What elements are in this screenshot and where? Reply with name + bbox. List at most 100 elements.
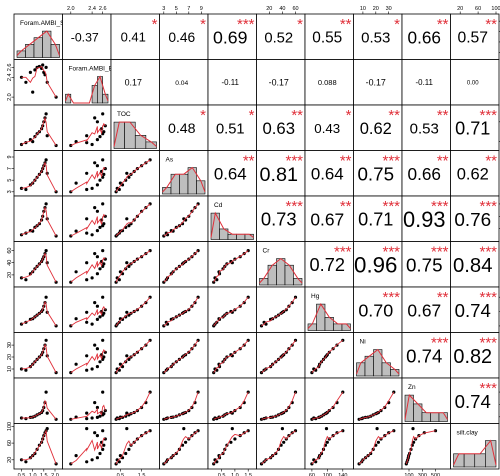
panel-Foram.AMBI_SA-Cr: 0.52*	[256, 13, 306, 60]
significance-stars: **	[437, 289, 449, 306]
data-point	[85, 171, 89, 175]
data-point	[93, 343, 97, 347]
data-point	[284, 308, 288, 312]
significance-stars: *	[200, 16, 206, 33]
significance-stars: **	[340, 16, 352, 33]
data-point	[90, 322, 94, 326]
data-point	[95, 209, 99, 213]
data-point	[93, 301, 97, 305]
data-point	[229, 440, 233, 444]
data-point	[125, 217, 129, 221]
smooth-fit-line	[358, 391, 395, 420]
panel-Zn-Foram.AMBI_SA	[13, 377, 63, 424]
panel-Foram.AMBI_E-Zn: -0.11	[401, 59, 451, 106]
correlation-value: 0.62	[360, 120, 392, 138]
data-point	[98, 360, 102, 364]
correlation-value: 0.96	[354, 253, 397, 278]
data-point	[74, 362, 78, 366]
smooth-fit-line	[21, 300, 57, 327]
panel-frame	[256, 104, 306, 151]
y-tick-label: 20	[7, 457, 13, 463]
correlation-value: 0.75	[357, 163, 394, 184]
data-point	[127, 175, 131, 179]
panel-Ni-TOC	[110, 332, 160, 379]
histogram-bar	[227, 233, 237, 240]
panel-Zn-Ni	[353, 377, 403, 424]
panel-TOC-As: 0.48*	[159, 104, 209, 151]
panel-Ni-Cd	[207, 332, 257, 379]
significance-stars: **	[291, 107, 303, 124]
panel-frame	[159, 377, 209, 424]
data-point	[28, 70, 32, 74]
panel-As-Foram.AMBI_E	[62, 150, 112, 197]
variable-label: As	[166, 157, 174, 164]
smooth-fit-line	[261, 296, 296, 327]
panel-Zn-Zn: Zn	[401, 377, 451, 424]
panel-frame	[401, 150, 451, 197]
panel-frame	[401, 13, 451, 60]
data-point	[274, 451, 278, 456]
panel-Foram.AMBI_SA-As: 0.46 *	[159, 13, 209, 60]
correlation-value: 0.74	[455, 391, 491, 412]
data-point	[101, 295, 105, 299]
panel-Cd-Ni: 0.71***	[353, 195, 403, 242]
correlation-value: 0.69	[213, 27, 247, 47]
significance-stars: *	[249, 107, 255, 124]
data-point	[101, 338, 105, 342]
panel-frame	[401, 332, 451, 379]
y-tick-label: 20	[7, 354, 13, 360]
y-tick-label: 2.6	[7, 64, 13, 72]
data-point	[85, 411, 89, 415]
data-point	[120, 229, 125, 233]
data-point	[125, 261, 129, 265]
correlation-value: 0.67	[407, 300, 441, 320]
data-point	[98, 451, 102, 456]
correlation-value: 0.71	[455, 119, 490, 139]
panel-silt_clay-silt_clay: silt.clay	[450, 423, 500, 470]
panel-frame	[304, 195, 354, 242]
density-curve	[307, 303, 351, 329]
correlation-value: 0.64	[214, 165, 247, 184]
x-tick-label: 2.4	[88, 6, 96, 12]
data-point	[101, 390, 105, 394]
panel-Foram.AMBI_SA-Foram.AMBI_E: -0.37	[62, 13, 112, 60]
data-point	[127, 264, 131, 268]
significance-stars: **	[388, 107, 400, 124]
panel-Foram.AMBI_E-silt_clay: 0.00	[450, 59, 500, 106]
data-point	[230, 427, 234, 431]
panel-frame	[159, 104, 209, 151]
variable-label: Foram.AMBI_SA	[20, 20, 69, 27]
data-point	[95, 317, 99, 321]
panel-Cr-Foram.AMBI_SA	[13, 241, 63, 288]
y-tick-label: 60	[7, 248, 13, 254]
data-point	[90, 233, 94, 237]
data-point	[95, 434, 99, 438]
correlation-value: 0.84	[453, 255, 492, 277]
panel-frame	[304, 104, 354, 151]
data-point	[44, 295, 48, 299]
panel-TOC-Foram.AMBI_SA	[13, 104, 63, 151]
y-tick-label: 20	[7, 272, 13, 278]
panel-frame	[450, 13, 500, 60]
x-tick-label: 2.6	[99, 6, 107, 12]
panel-TOC-Ni: 0.62**	[353, 104, 403, 151]
data-point	[118, 362, 122, 366]
significance-stars: *	[346, 107, 352, 124]
x-tick-label: 0.5	[218, 473, 226, 476]
correlation-value: 0.66	[408, 27, 441, 47]
significance-stars: **	[243, 153, 255, 170]
significance-stars: *	[152, 16, 158, 33]
data-point	[95, 415, 99, 419]
variable-label: TOC	[117, 111, 131, 118]
significance-stars: **	[437, 107, 449, 124]
data-point	[24, 187, 28, 192]
data-point	[174, 451, 178, 456]
panel-Foram.AMBI_SA-Ni: 0.53*	[353, 13, 403, 60]
smooth-fit-line	[261, 391, 296, 420]
correlation-value: 0.67	[310, 209, 344, 229]
significance-stars: **	[340, 198, 352, 215]
data-point	[85, 231, 89, 235]
panel-Ni-As	[159, 332, 209, 379]
x-tick-label: 20	[457, 6, 463, 12]
data-point	[85, 261, 89, 265]
